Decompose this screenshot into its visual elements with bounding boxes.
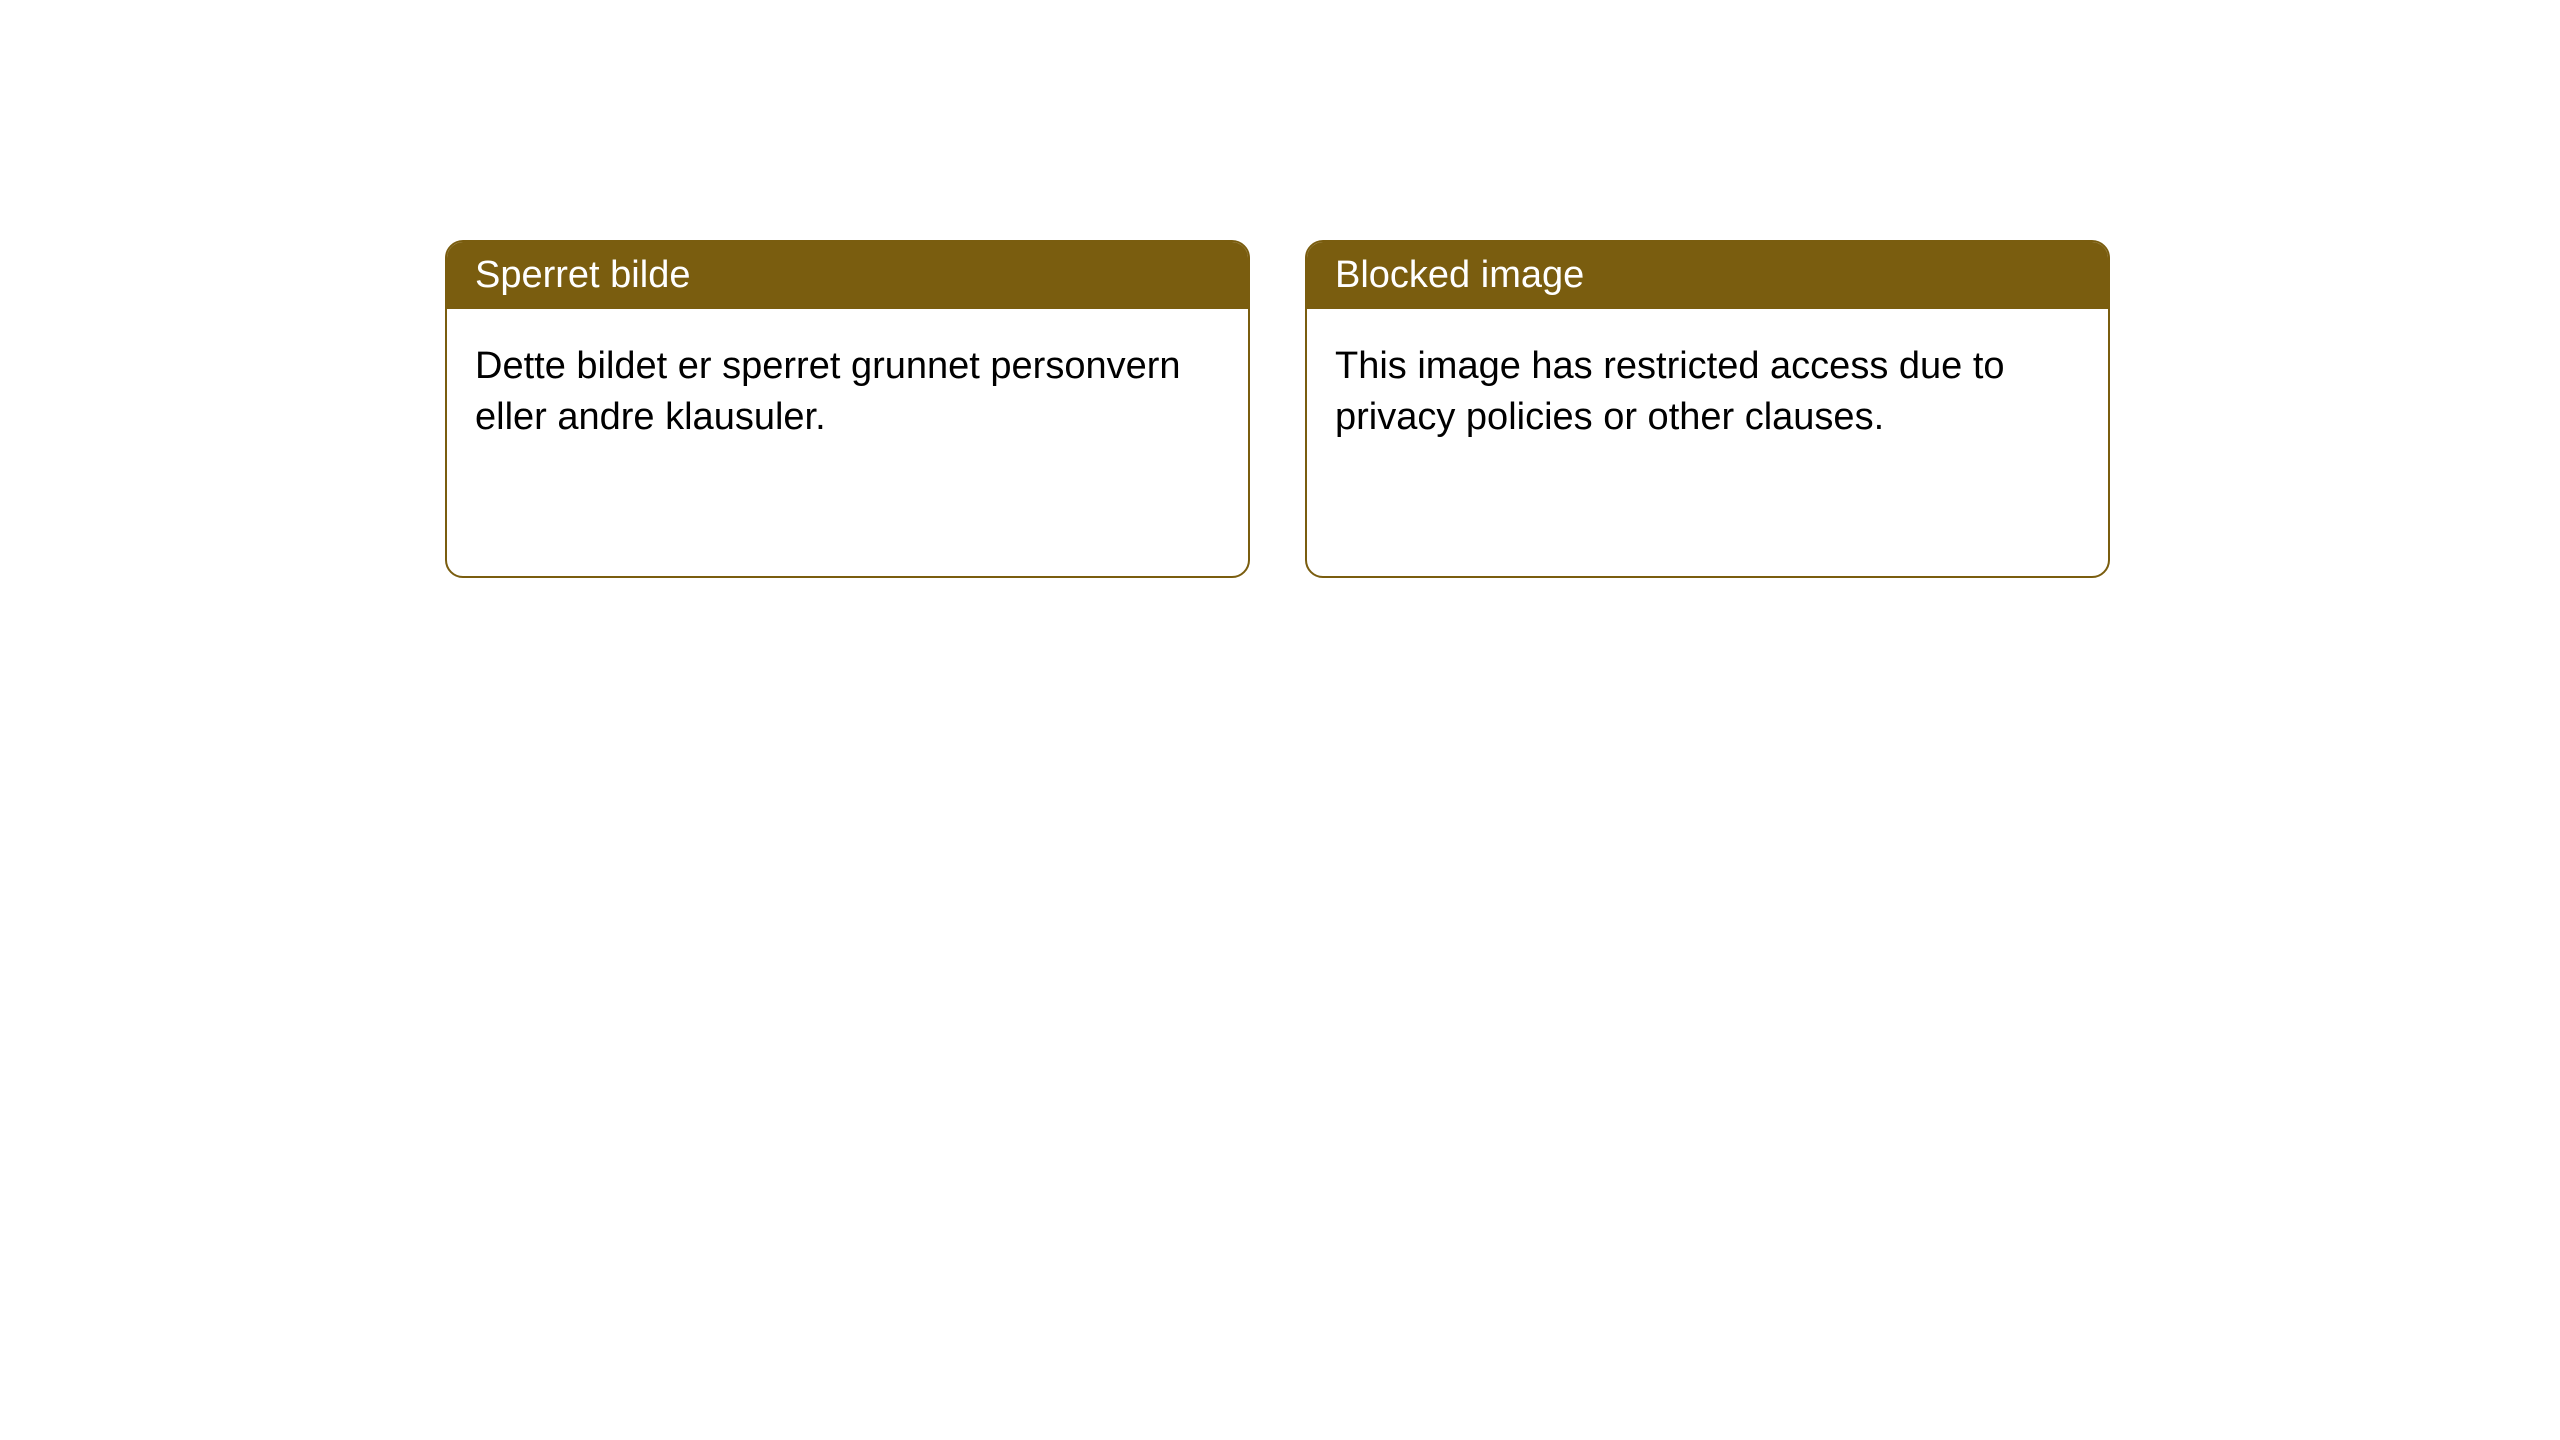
blocked-image-card-english: Blocked image This image has restricted …: [1305, 240, 2110, 578]
card-body: This image has restricted access due to …: [1307, 309, 2108, 476]
card-header: Sperret bilde: [447, 242, 1248, 309]
blocked-image-card-norwegian: Sperret bilde Dette bildet er sperret gr…: [445, 240, 1250, 578]
card-body: Dette bildet er sperret grunnet personve…: [447, 309, 1248, 476]
card-title: Sperret bilde: [475, 254, 690, 296]
card-header: Blocked image: [1307, 242, 2108, 309]
card-body-text: Dette bildet er sperret grunnet personve…: [475, 345, 1181, 438]
notice-container: Sperret bilde Dette bildet er sperret gr…: [0, 0, 2560, 578]
card-body-text: This image has restricted access due to …: [1335, 345, 2005, 438]
card-title: Blocked image: [1335, 254, 1584, 296]
